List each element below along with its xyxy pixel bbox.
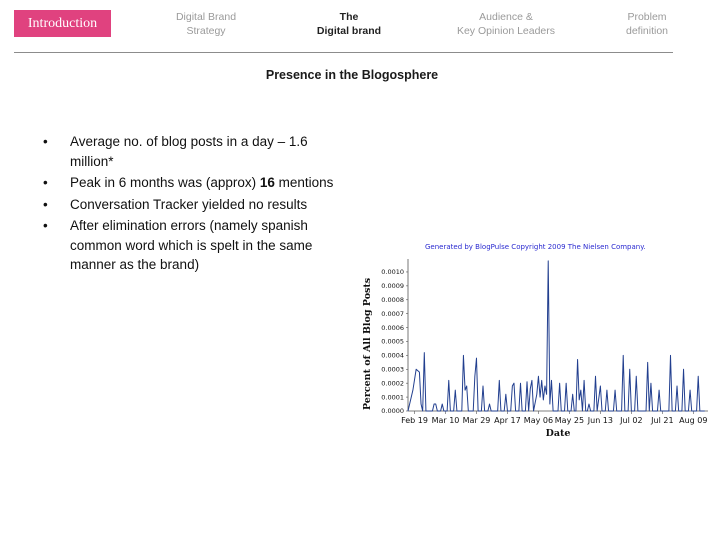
chart-axes: 0.0000 0.0001 0.0002 0.0003 0.0004 0.0005 0.00… <box>381 259 708 425</box>
y-tick-label: 0.0000 <box>381 407 404 415</box>
x-tick-label: Jun 13 <box>587 416 613 425</box>
x-tick-label: May 06 <box>524 416 553 425</box>
bullet-item: After elimination errors (namely spanish… <box>42 216 342 275</box>
y-tick-label: 0.0007 <box>381 310 404 318</box>
blogpulse-chart: Generated by BlogPulse Copyright 2009 Th… <box>355 233 728 445</box>
x-tick-label: Feb 19 <box>401 416 428 425</box>
x-tick-label: Mar 10 <box>432 416 460 425</box>
bullet-item: Average no. of blog posts in a day – 1.6… <box>42 132 342 171</box>
tab-introduction-label: Introduction <box>27 15 98 31</box>
tab-label-line: The <box>339 11 359 23</box>
tab-label-line: Digital Brand <box>175 11 237 23</box>
x-tick-label: Jul 02 <box>619 416 642 425</box>
tab-label-line: Problem <box>627 11 667 23</box>
bullet-text: After elimination errors (namely spanish… <box>70 218 313 272</box>
y-axis-title: Percent of All Blog Posts <box>362 278 373 410</box>
x-axis-title: Date <box>546 428 571 439</box>
y-tick-label: 0.0001 <box>381 393 404 401</box>
tab-digital-brand-strategy[interactable]: Digital Brand Strategy <box>166 10 246 38</box>
blog-posts-series-line <box>407 260 705 412</box>
y-tick-label: 0.0006 <box>381 324 404 332</box>
x-tick-label: Apr 17 <box>494 416 521 425</box>
tab-audience-kol[interactable]: Audience & Key Opinion Leaders <box>446 10 566 38</box>
bullet-bold-text: 16 <box>259 175 275 190</box>
tab-the-digital-brand[interactable]: The Digital brand <box>306 10 392 38</box>
tab-label-line: definition <box>625 25 669 37</box>
tab-label-line: Audience & <box>479 11 533 23</box>
x-tick-label: May 25 <box>555 416 584 425</box>
chart-credit: Generated by BlogPulse Copyright 2009 Th… <box>425 243 646 251</box>
tab-label-line: Key Opinion Leaders <box>456 25 556 37</box>
bullet-text: Average no. of blog posts in a day – 1.6… <box>70 134 308 169</box>
slide-title: Presence in the Blogosphere <box>265 68 439 82</box>
y-tick-label: 0.0002 <box>381 379 404 387</box>
y-tick-label: 0.0003 <box>381 365 404 373</box>
tab-label-line: Digital brand <box>316 25 382 37</box>
bullet-item: Conversation Tracker yielded no results <box>42 195 342 215</box>
x-tick-label: Jul 21 <box>650 416 673 425</box>
y-tick-label: 0.0004 <box>381 352 404 360</box>
tab-introduction[interactable]: Introduction <box>14 10 111 37</box>
header-divider <box>14 52 673 53</box>
bullet-list: Average no. of blog posts in a day – 1.6… <box>42 132 342 277</box>
bullet-text: Conversation Tracker yielded no results <box>70 196 308 212</box>
tab-problem-definition[interactable]: Problem definition <box>612 10 682 38</box>
tab-label-line: Strategy <box>186 25 226 37</box>
bullet-text: mentions <box>274 175 334 190</box>
y-tick-label: 0.0009 <box>381 282 404 290</box>
x-tick-label: Mar 29 <box>463 416 491 425</box>
y-tick-label: 0.0010 <box>381 268 404 276</box>
y-tick-label: 0.0005 <box>381 338 404 346</box>
y-tick-label: 0.0008 <box>381 296 404 304</box>
x-tick-label: Aug 09 <box>679 416 707 425</box>
chart-series <box>407 260 705 412</box>
bullet-item: Peak in 6 months was (approx) 16 mention… <box>42 173 342 193</box>
bullet-text: Peak in 6 months was (approx) <box>70 175 260 190</box>
chart-svg: Generated by BlogPulse Copyright 2009 Th… <box>362 243 708 439</box>
